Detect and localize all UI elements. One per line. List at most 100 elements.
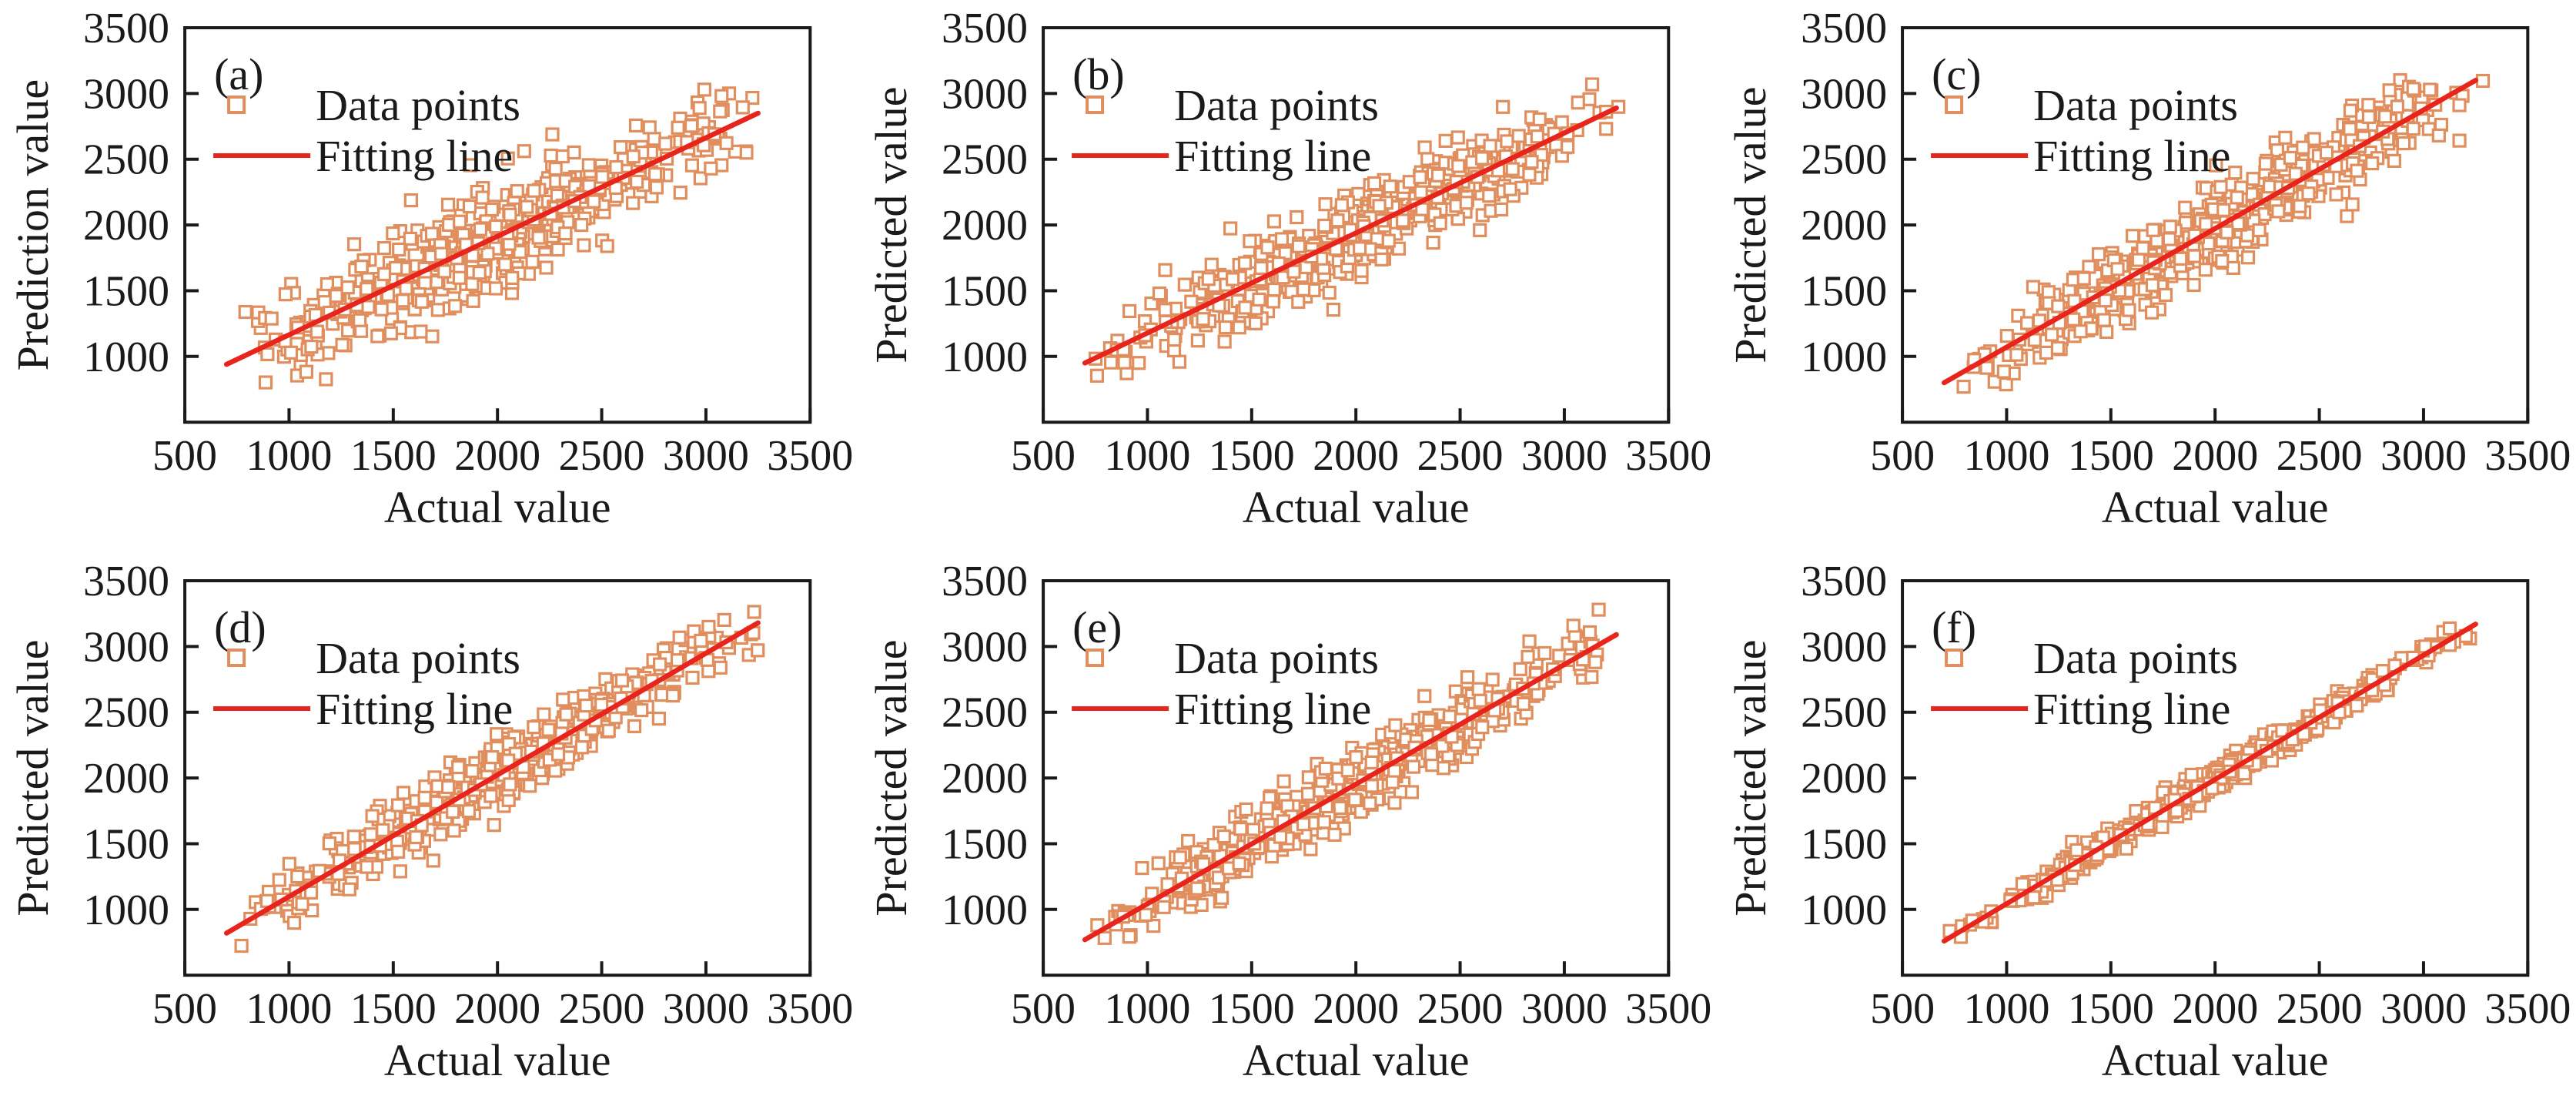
x-tick-label: 2000	[2172, 985, 2258, 1033]
data-point-marker	[2339, 209, 2354, 223]
data-point-marker	[2288, 166, 2303, 181]
data-point-marker	[2110, 262, 2125, 276]
y-tick-label: 1500	[942, 821, 1028, 869]
data-point-marker	[1392, 241, 1407, 256]
y-tick-label: 3500	[83, 558, 169, 605]
data-point-marker	[1286, 264, 1301, 279]
legend-data-points-marker	[1086, 96, 1105, 115]
data-point-marker	[2026, 280, 2040, 294]
data-point-marker	[1387, 796, 1402, 810]
data-point-marker	[264, 311, 279, 326]
data-point-marker	[1318, 762, 1333, 776]
panel-b-chart: 500 1000 1500 2000 2500 3000 3500 1000 1500 2000 2…	[866, 5, 1712, 532]
x-tick-label: 2500	[559, 432, 645, 480]
panel-letter: (d)	[214, 602, 266, 652]
data-point-marker	[1438, 133, 1454, 149]
data-point-marker	[1585, 77, 1600, 92]
data-point-marker	[488, 281, 503, 296]
data-point-marker	[2178, 216, 2193, 230]
data-point-marker	[2422, 82, 2437, 97]
data-point-marker	[574, 217, 589, 233]
data-point-marker	[651, 712, 667, 726]
data-point-marker	[303, 885, 319, 900]
data-point-marker	[2258, 156, 2273, 171]
x-tick-label: 3500	[1626, 432, 1712, 480]
data-point-marker	[1473, 223, 1487, 237]
data-point-marker	[1090, 368, 1105, 383]
y-tick-label: 3500	[942, 558, 1028, 605]
data-point-marker	[1219, 320, 1233, 335]
data-point-marker	[1156, 900, 1172, 915]
data-point-marker	[1475, 720, 1490, 735]
data-point-marker	[634, 703, 649, 718]
data-point-marker	[374, 302, 389, 317]
data-point-marker	[489, 219, 503, 234]
data-point-marker	[2091, 247, 2106, 262]
y-tick-label: 3500	[942, 5, 1028, 52]
data-point-marker	[704, 161, 718, 176]
x-tick-label: 1000	[1105, 432, 1191, 480]
data-point-marker	[2039, 345, 2053, 360]
data-point-marker	[278, 287, 293, 302]
y-tick-label: 1500	[1801, 267, 1887, 315]
data-point-marker	[1485, 672, 1500, 687]
data-point-marker	[1296, 282, 1311, 297]
data-point-marker	[2396, 136, 2410, 151]
data-point-marker	[489, 727, 504, 742]
data-point-marker	[361, 300, 376, 314]
data-point-marker	[1190, 881, 1205, 896]
data-point-marker	[1301, 786, 1316, 802]
data-point-marker	[433, 246, 449, 261]
data-point-marker	[652, 657, 667, 672]
data-point-marker	[463, 158, 477, 173]
data-point-marker	[1216, 830, 1232, 844]
data-point-marker	[559, 707, 574, 722]
data-point-marker	[399, 281, 413, 296]
data-point-marker	[1505, 162, 1521, 176]
panel-c-chart: 500 1000 1500 2000 2500 3000 3500 1000 1500 2000 2…	[1725, 5, 2571, 532]
data-point-marker	[527, 183, 541, 198]
data-point-marker	[1437, 761, 1451, 776]
data-point-marker	[322, 836, 336, 851]
data-point-marker	[1296, 817, 1311, 832]
data-point-marker	[1333, 801, 1348, 816]
data-point-marker	[2292, 199, 2307, 213]
data-point-marker	[260, 347, 275, 361]
data-point-marker	[714, 89, 729, 103]
y-tick-label: 1000	[942, 333, 1028, 381]
data-point-marker	[1459, 196, 1474, 210]
data-point-marker	[2301, 186, 2316, 201]
data-point-marker	[1424, 747, 1439, 762]
data-point-marker	[1348, 793, 1363, 807]
data-point-marker	[329, 289, 343, 303]
data-point-marker	[2146, 223, 2160, 237]
data-point-marker	[1167, 332, 1182, 347]
y-tick-label: 1000	[83, 333, 169, 381]
data-point-marker	[1383, 179, 1398, 194]
y-tick-label: 2000	[942, 202, 1028, 250]
data-point-marker	[1151, 856, 1166, 871]
data-point-marker	[1451, 159, 1466, 173]
data-point-marker	[409, 830, 423, 845]
legend-data-points-label: Data points	[316, 80, 520, 130]
data-point-marker	[376, 823, 390, 838]
y-axis-label: Predicted value	[1725, 640, 1775, 917]
panel-letter: (e)	[1072, 602, 1122, 652]
y-tick-label: 2500	[1801, 136, 1887, 184]
legend-fitting-line-label: Fitting line	[316, 684, 513, 734]
data-point-marker	[286, 916, 302, 930]
data-point-marker	[1238, 256, 1253, 270]
data-point-marker	[684, 158, 700, 173]
data-point-marker	[2184, 767, 2199, 783]
data-point-marker	[1566, 618, 1581, 633]
data-point-marker	[370, 329, 385, 344]
data-point-marker	[466, 293, 480, 308]
data-point-marker	[1317, 815, 1332, 830]
data-point-marker	[2186, 249, 2201, 263]
data-point-marker	[483, 789, 498, 803]
x-axis-label: Actual value	[384, 482, 611, 532]
data-point-marker	[353, 313, 367, 327]
data-point-marker	[558, 226, 573, 241]
data-point-marker	[1417, 140, 1432, 155]
data-point-marker	[2442, 622, 2457, 636]
